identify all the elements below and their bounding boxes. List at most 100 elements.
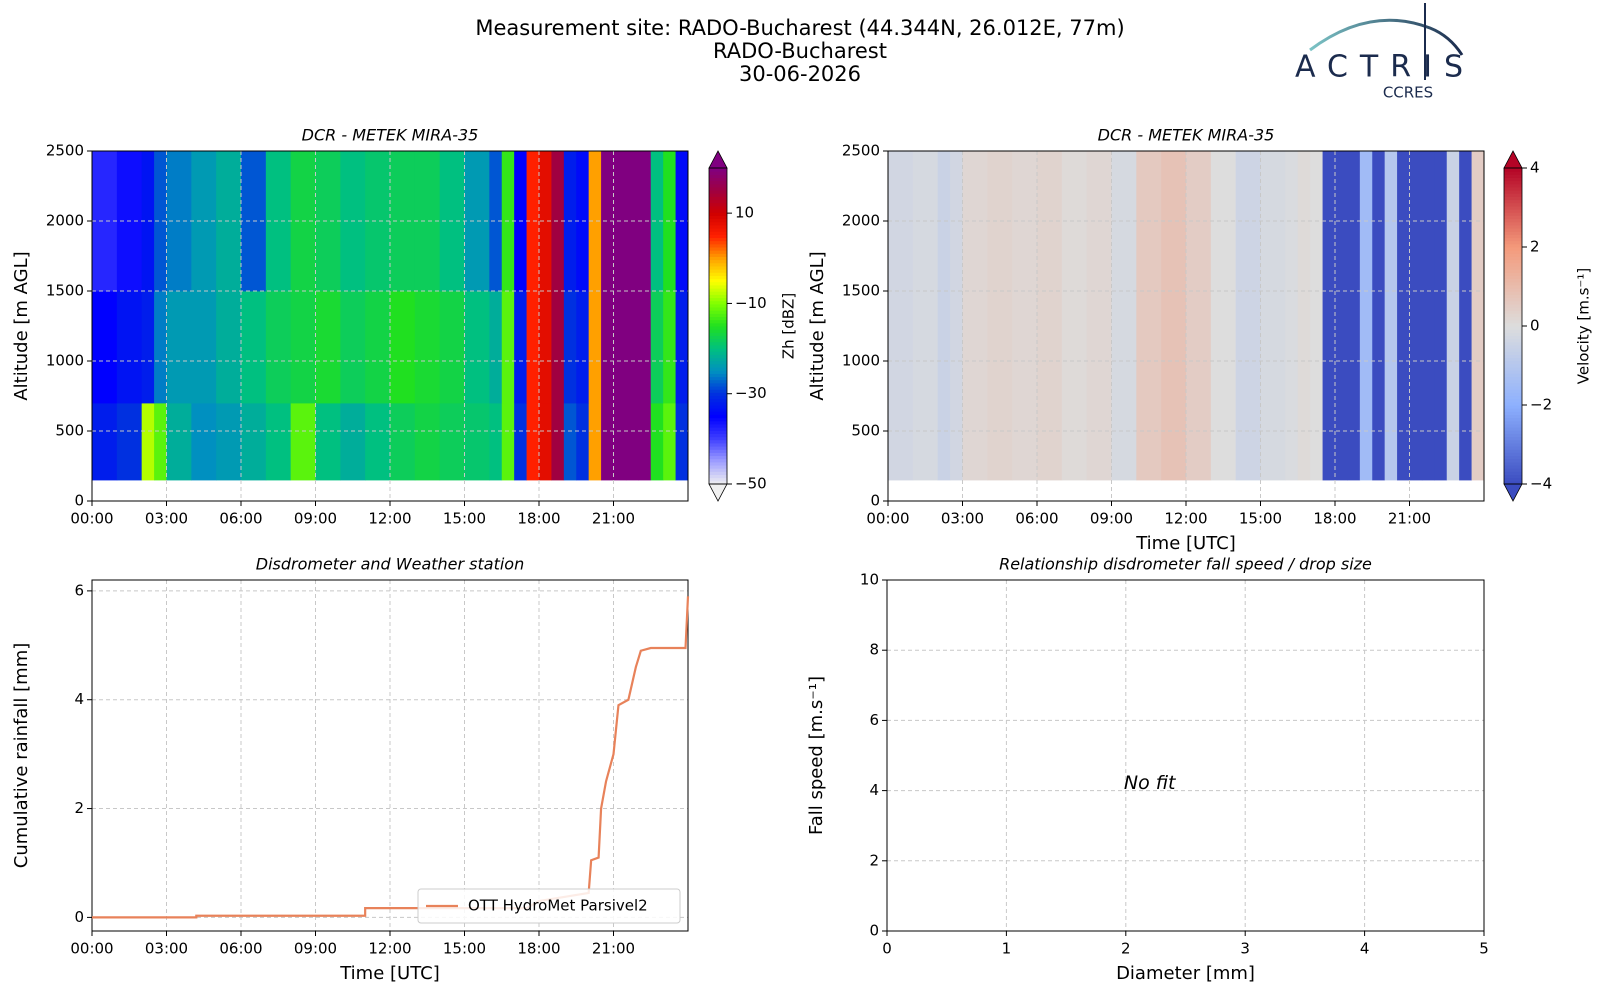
heatmap-cell bbox=[576, 403, 590, 481]
colorbar-segment bbox=[1504, 335, 1522, 340]
heatmap-cell bbox=[601, 151, 614, 292]
heatmap-cell bbox=[216, 403, 242, 481]
heatmap-cell bbox=[650, 151, 664, 292]
heatmap-cell bbox=[489, 403, 503, 481]
heatmap-cell bbox=[1061, 151, 1088, 481]
x-tick-label: 5 bbox=[1479, 940, 1489, 958]
colorbar-segment bbox=[709, 357, 727, 362]
colorbar-tick-label: −10 bbox=[735, 294, 767, 312]
colorbar-segment bbox=[1504, 370, 1522, 374]
colorbar-segment bbox=[709, 455, 727, 460]
heatmap-cell bbox=[1434, 151, 1448, 481]
y-tick-label: 0 bbox=[74, 908, 84, 926]
heatmap-cell bbox=[613, 403, 627, 481]
colorbar-segment bbox=[1504, 247, 1522, 251]
colorbar-segment bbox=[709, 310, 727, 314]
colorbar-segment bbox=[709, 284, 727, 289]
colorbar-segment bbox=[1504, 193, 1522, 197]
y-tick-label: 500 bbox=[55, 422, 84, 440]
colorbar-segment bbox=[1504, 272, 1522, 276]
colorbar-segment bbox=[709, 250, 727, 254]
colorbar-segment bbox=[1504, 183, 1522, 188]
colorbar-segment bbox=[1504, 275, 1522, 280]
heatmap-cell bbox=[526, 151, 540, 292]
colorbar-segment bbox=[709, 465, 727, 469]
heatmap-cell bbox=[663, 291, 676, 404]
colorbar-segment bbox=[709, 430, 727, 434]
heatmap-cell bbox=[439, 291, 465, 404]
logo-subtitle: CCRES bbox=[1383, 84, 1433, 102]
colorbar-segment bbox=[1504, 180, 1522, 185]
colorbar-segment bbox=[709, 468, 727, 472]
heatmap-cell bbox=[489, 291, 503, 404]
colorbar-segment bbox=[709, 262, 727, 267]
colorbar-segment bbox=[1504, 439, 1522, 444]
x-tick-label: 2 bbox=[1121, 940, 1131, 958]
heatmap-cell bbox=[1359, 151, 1373, 481]
colorbar-segment bbox=[709, 338, 727, 343]
axes-title: Disdrometer and Weather station bbox=[256, 555, 524, 574]
colorbar-segment bbox=[1504, 461, 1522, 466]
colorbar-segment bbox=[1504, 205, 1522, 210]
y-tick-label: 2000 bbox=[46, 212, 84, 230]
heatmap-cell bbox=[141, 403, 155, 481]
colorbar-tick-label: −2 bbox=[1530, 396, 1552, 414]
colorbar-segment bbox=[709, 231, 727, 235]
logo-arc bbox=[1309, 18, 1464, 56]
y-tick-label: 6 bbox=[869, 711, 879, 729]
x-tick-label: 06:00 bbox=[219, 510, 262, 528]
heatmap-cell bbox=[141, 291, 155, 404]
colorbar-segment bbox=[1504, 477, 1522, 482]
colorbar-segment bbox=[1504, 190, 1522, 194]
heatmap-cell bbox=[526, 403, 540, 481]
colorbar-segment bbox=[709, 326, 727, 330]
colorbar-segment bbox=[1504, 199, 1522, 204]
colorbar-segment bbox=[709, 373, 727, 378]
colorbar-segment bbox=[709, 177, 727, 182]
colorbar-segment bbox=[1504, 401, 1522, 406]
heatmap-cell bbox=[588, 151, 602, 292]
colorbar-segment bbox=[709, 446, 727, 450]
colorbar-segment bbox=[1504, 212, 1522, 216]
colorbar-segment bbox=[709, 329, 727, 333]
heatmap-cell bbox=[501, 291, 515, 404]
colorbar-segment bbox=[709, 370, 727, 374]
colorbar-extend bbox=[708, 150, 728, 169]
y-tick-label: 0 bbox=[74, 492, 84, 510]
x-tick-label: 06:00 bbox=[1015, 510, 1058, 528]
colorbar-segment bbox=[709, 420, 727, 425]
colorbar-segment bbox=[1504, 322, 1522, 327]
colorbar-segment bbox=[1504, 367, 1522, 371]
colorbar-segment bbox=[1504, 269, 1522, 273]
colorbar-segment bbox=[709, 212, 727, 216]
colorbar-segment bbox=[709, 275, 727, 280]
colorbar-segment bbox=[709, 278, 727, 283]
colorbar-extend bbox=[708, 483, 728, 502]
x-tick-label: 12:00 bbox=[368, 940, 411, 958]
colorbar-segment bbox=[1504, 303, 1522, 308]
heatmap-cell bbox=[1210, 151, 1237, 481]
colorbar-segment bbox=[1504, 373, 1522, 378]
heatmap-cell bbox=[675, 403, 689, 481]
colorbar-tick-label: −30 bbox=[735, 384, 767, 402]
colorbar-segment bbox=[709, 168, 727, 172]
legend-box bbox=[417, 888, 681, 924]
colorbar-segment bbox=[1504, 319, 1522, 324]
heatmap-cell bbox=[166, 291, 192, 404]
series-line bbox=[92, 596, 690, 919]
axes-title: DCR - METEK MIRA-35 bbox=[302, 126, 479, 145]
colorbar-segment bbox=[1504, 281, 1522, 286]
colorbar-segment bbox=[709, 215, 727, 220]
heatmap-cell bbox=[92, 291, 118, 404]
colorbar-segment bbox=[1504, 354, 1522, 359]
colorbar-label: Velocity [m.s⁻¹] bbox=[1575, 268, 1593, 384]
colorbar-segment bbox=[709, 341, 727, 346]
y-axis-label: Cumulative rainfall [mm] bbox=[11, 643, 32, 869]
colorbar-segment bbox=[709, 376, 727, 381]
colorbar-segment bbox=[709, 269, 727, 273]
colorbar-label: Zh [dBZ] bbox=[780, 293, 798, 359]
heatmap-cell bbox=[1335, 151, 1348, 481]
heatmap-cell bbox=[1384, 151, 1398, 481]
colorbar-segment bbox=[709, 183, 727, 188]
colorbar-segment bbox=[1504, 297, 1522, 302]
